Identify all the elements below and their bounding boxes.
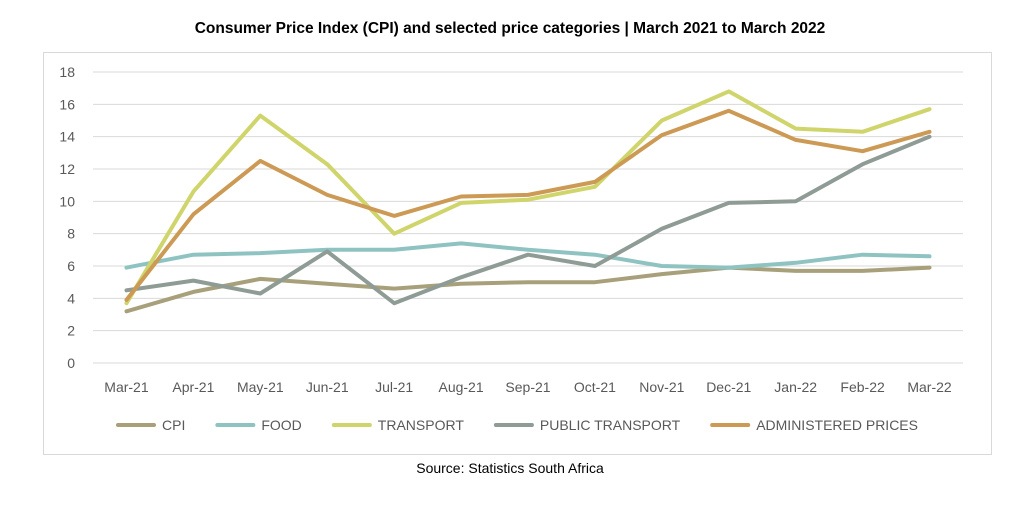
y-tick-label: 14 [59, 129, 75, 145]
series-line-public-transport [124, 134, 932, 306]
legend-label-transport: TRANSPORT [378, 417, 465, 433]
x-tick-label: Dec-21 [706, 379, 751, 395]
y-tick-label: 12 [59, 161, 75, 177]
x-tick-label: Feb-22 [840, 379, 885, 395]
x-tick-label: Jul-21 [375, 379, 413, 395]
y-tick-label: 6 [67, 258, 75, 274]
x-tick-label: Jun-21 [306, 379, 349, 395]
y-tick-label: 2 [67, 323, 75, 339]
y-tick-label: 4 [67, 290, 75, 306]
x-tick-label: Jan-22 [774, 379, 817, 395]
chart-title: Consumer Price Index (CPI) and selected … [194, 20, 826, 37]
series-line-food [124, 241, 932, 270]
x-tick-label: Aug-21 [438, 379, 483, 395]
y-tick-label: 10 [59, 193, 75, 209]
legend-label-administered-prices: ADMINISTERED PRICES [756, 417, 918, 433]
x-tick-label: May-21 [237, 379, 284, 395]
legend-label-food: FOOD [261, 417, 301, 433]
y-tick-label: 0 [67, 355, 75, 371]
x-tick-label: Mar-21 [104, 379, 149, 395]
x-tick-label: Mar-22 [907, 379, 952, 395]
y-tick-label: 8 [67, 226, 75, 242]
chart-frame [43, 52, 992, 455]
source-note: Source: Statistics South Africa [416, 460, 604, 476]
x-tick-label: Sep-21 [505, 379, 550, 395]
x-tick-label: Oct-21 [574, 379, 616, 395]
x-tick-label: Apr-21 [172, 379, 214, 395]
series-line-cpi [124, 265, 932, 314]
y-tick-label: 18 [59, 64, 75, 80]
series-line-administered-prices [124, 108, 932, 302]
series-line-transport [124, 89, 932, 306]
legend-label-public-transport: PUBLIC TRANSPORT [540, 417, 681, 433]
x-tick-label: Nov-21 [639, 379, 684, 395]
line-chart: 0 2 4 6 8 10 12 14 16 18 Mar-21 Apr-21 May-21 Jun-21 J… [59, 64, 963, 433]
y-tick-label: 16 [59, 96, 75, 112]
legend-label-cpi: CPI [162, 417, 185, 433]
